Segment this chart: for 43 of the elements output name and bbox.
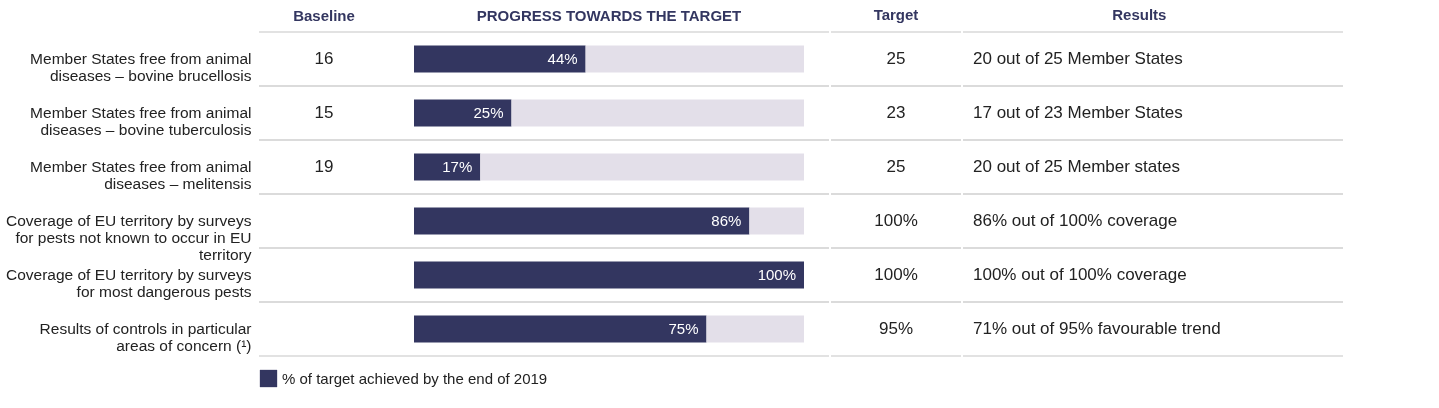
text: Results — [1112, 6, 1167, 24]
text: 23 — [886, 103, 906, 122]
bar — [414, 153, 481, 181]
bar — [414, 45, 586, 73]
text: Baseline — [293, 7, 355, 24]
legend-label: % of target achieved by the end of 2019 — [282, 369, 548, 387]
text: 20 out of 25 Member States — [973, 49, 1183, 68]
data-label: 44% — [547, 50, 578, 67]
text: 17 out of 23 Member States — [973, 103, 1183, 122]
data-label: 100% — [757, 266, 796, 283]
text: 100% — [874, 211, 918, 230]
text: 25 — [886, 157, 906, 176]
text: 86% out of 100% coverage — [973, 211, 1178, 230]
text: 20 out of 25 Member states — [973, 157, 1180, 176]
text: 100% out of 100% coverage — [973, 265, 1187, 284]
y-tick-label: Member States free from animal diseases – bovine brucellosis — [30, 50, 252, 84]
chart-title: PROGRESS TOWARDS THE TARGET — [476, 7, 742, 24]
y-tick-label: Coverage of EU territory by surveys for pests not known to occur in EU territory — [5, 212, 252, 263]
bar — [480, 153, 804, 181]
bar — [706, 315, 804, 343]
text: 71% out of 95% favourable trend — [973, 319, 1221, 338]
y-tick-label: Coverage of EU territory by surveys for most dangerous pests — [5, 266, 252, 300]
text: 15 — [314, 103, 334, 122]
text: 16 — [314, 49, 334, 68]
text: 100% — [874, 265, 918, 284]
text: 25 — [886, 49, 906, 68]
data-label: 86% — [711, 212, 742, 229]
y-tick-label: Member States free from animal diseases – bovine tuberculosis — [30, 104, 252, 138]
data-label: 17% — [442, 158, 473, 175]
bar — [414, 207, 750, 235]
bar — [414, 99, 512, 127]
text: Target — [873, 6, 919, 24]
data-label: 25% — [473, 104, 504, 121]
text: 19 — [314, 157, 334, 176]
bar — [511, 99, 804, 127]
text: 95% — [878, 319, 914, 338]
bar — [414, 315, 707, 343]
bar — [414, 261, 804, 289]
bar — [749, 207, 804, 235]
bar — [585, 45, 804, 73]
y-tick-label: Results of controls in particular areas of concern (¹) — [39, 320, 252, 354]
y-tick-label: Member States free from animal diseases – melitensis — [30, 158, 252, 192]
data-label: 75% — [668, 320, 699, 337]
